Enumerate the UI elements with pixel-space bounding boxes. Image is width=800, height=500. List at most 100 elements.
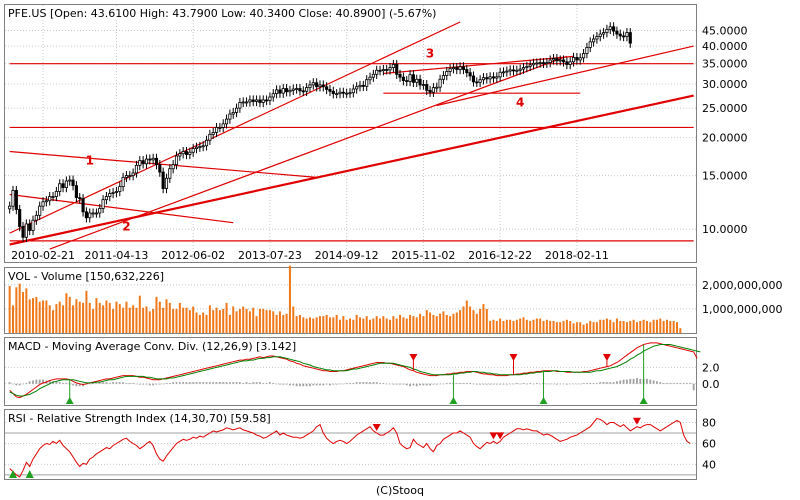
price-y-axis: 45.0000 40.0000 35.0000 30.0000 25.0000 20.00…: [702, 25, 748, 237]
candle-body: [118, 186, 122, 192]
candle: [408, 70, 412, 87]
volume-bar: [168, 302, 171, 333]
candle-body: [398, 73, 402, 78]
macd-histogram-bar: [289, 383, 291, 386]
candle-body: [535, 62, 539, 65]
volume-bar: [372, 318, 375, 333]
volume-bar: [68, 296, 71, 333]
price-title: PFE.US [Open: 43.6100 High: 43.7900 Low:…: [8, 7, 436, 20]
candle-body: [201, 145, 205, 148]
macd-histogram-bar: [679, 382, 682, 384]
volume-bar: [48, 305, 51, 333]
macd-histogram-bar: [505, 383, 508, 385]
candle: [588, 37, 592, 53]
candle-body: [238, 102, 242, 109]
candle: [458, 62, 462, 75]
volume-bar: [659, 318, 662, 333]
candle-body: [194, 146, 199, 150]
macd-histogram-bar: [309, 383, 311, 387]
candle: [395, 59, 399, 80]
macd-histogram-bar: [682, 382, 685, 384]
macd-line: [9, 342, 698, 399]
macd-histogram-bar: [115, 382, 118, 384]
volume-bar: [632, 319, 635, 333]
candle: [258, 95, 262, 108]
candle-body: [485, 77, 489, 80]
candle: [111, 187, 115, 199]
candle-body: [285, 88, 289, 93]
macd-histogram-bar: [148, 383, 151, 386]
volume-bar: [298, 314, 301, 333]
volume-bar: [639, 320, 642, 333]
candle-body: [188, 151, 192, 155]
candle: [224, 114, 229, 129]
macd-histogram-bar: [118, 382, 121, 384]
macd-histogram-bar: [215, 382, 218, 384]
candle: [34, 210, 38, 225]
candle-body: [491, 76, 496, 79]
trendline: [9, 94, 694, 246]
buy-signal-marker: [65, 397, 74, 404]
volume-bar: [182, 307, 185, 333]
volume-bar: [38, 301, 41, 333]
candle-body: [545, 62, 549, 64]
volume-bar: [582, 324, 585, 333]
price-x-tick-label: 2012-06-02: [161, 249, 225, 262]
macd-histogram-bar: [292, 383, 295, 386]
volume-bar: [622, 320, 625, 333]
candle-body: [8, 205, 12, 210]
volume-bar: [302, 317, 305, 333]
macd-histogram-bar: [549, 383, 552, 385]
candle-body: [448, 68, 452, 72]
buy-signal-marker: [449, 397, 458, 404]
candle-body: [128, 175, 132, 177]
candle: [158, 160, 162, 177]
candle: [91, 208, 95, 218]
macd-histogram-bar: [132, 382, 135, 384]
candle-body: [211, 132, 215, 135]
macd-histogram-bar: [285, 383, 288, 385]
candle-body: [358, 84, 362, 88]
candle: [241, 97, 245, 108]
volume-bar: [482, 304, 485, 333]
volume-bar: [462, 306, 465, 333]
macd-histogram-bar: [629, 378, 632, 384]
candle: [375, 65, 379, 80]
candle-body: [154, 157, 159, 166]
candle: [541, 58, 546, 69]
volume-bar: [108, 302, 111, 333]
candle: [625, 28, 629, 42]
candle: [154, 153, 159, 170]
volume-bar: [392, 316, 395, 333]
volume-bar: [399, 314, 402, 333]
volume-bar: [212, 310, 215, 333]
macd-histogram-bar: [202, 382, 205, 384]
macd-histogram-bar: [195, 382, 198, 384]
price-x-tick-label: 2010-02-21: [11, 249, 75, 262]
volume-bar: [102, 305, 105, 333]
volume-bar: [128, 307, 131, 333]
macd-histogram-bar: [599, 382, 602, 384]
candle: [201, 141, 205, 152]
volume-bar: [572, 323, 575, 333]
candle: [14, 185, 18, 215]
candle-body: [181, 151, 185, 155]
rsi-y-tick-label: 60: [702, 437, 716, 450]
candle: [575, 52, 579, 65]
candle: [208, 129, 212, 145]
macd-histogram-bar: [272, 382, 275, 384]
price-y-tick-label: 10.0000: [702, 223, 748, 236]
candle: [178, 149, 182, 161]
macd-histogram-bar: [299, 383, 301, 387]
macd-histogram-bar: [409, 383, 411, 387]
macd-histogram-bar: [529, 382, 532, 384]
candle: [368, 72, 372, 85]
macd-lines: [9, 342, 701, 399]
candle-body: [174, 155, 179, 166]
candle-body: [408, 74, 412, 82]
candle: [298, 83, 302, 96]
candle-body: [622, 35, 626, 38]
volume-bar: [222, 308, 225, 333]
volume-bar: [379, 318, 382, 333]
volume-bar: [435, 316, 438, 333]
